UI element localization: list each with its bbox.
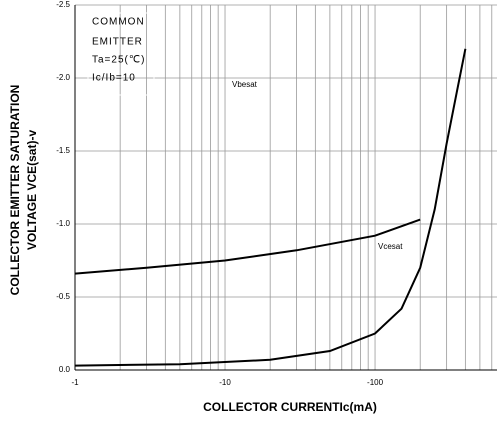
y-tick-label: -1.5 [56,146,70,155]
y-tick-label: 0.0 [59,365,71,374]
x-tick-label: -1 [71,378,79,387]
annotation: COMMON [92,17,145,28]
series-label: Vbesat [232,80,258,89]
y-tick-label: -0.5 [56,292,70,301]
line [74,48,467,367]
line [74,218,421,275]
annotation: EMITTER [92,37,143,48]
annotation: Ic/Ib=10 [92,73,136,84]
series-label: Vcesat [378,242,403,251]
x-tick-label: -10 [219,378,231,387]
y-tick-label: -1.0 [56,219,70,228]
x-axis-title: COLLECTOR CURRENTIc(mA) [203,400,377,414]
y-tick-label: -2.0 [56,73,70,82]
annotation-box [87,12,155,96]
x-tick-label: -100 [367,378,384,387]
y-tick-label: -2.5 [56,0,70,9]
annotation-box [88,13,154,95]
y-axis-title: VOLTAGE VCE(sat)-v [25,130,39,251]
y-axis-title: COLLECTOR EMITTER SATURATION [8,85,22,296]
annotation: Ta=25(℃) [92,55,145,66]
